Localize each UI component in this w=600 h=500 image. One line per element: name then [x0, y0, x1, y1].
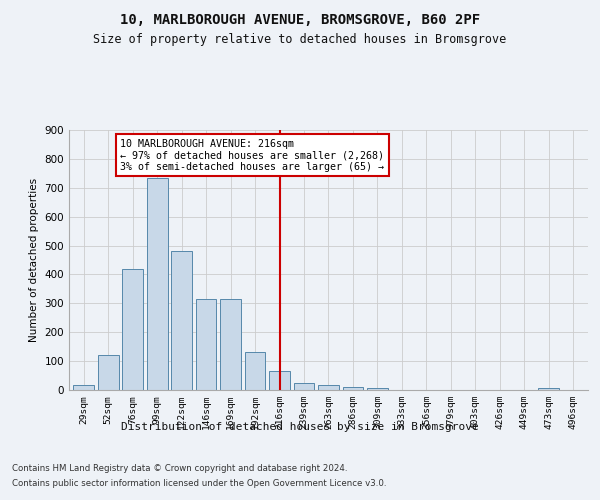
Bar	[196, 299, 217, 390]
Text: 10, MARLBOROUGH AVENUE, BROMSGROVE, B60 2PF: 10, MARLBOROUGH AVENUE, BROMSGROVE, B60 …	[120, 12, 480, 26]
Bar	[73, 385, 94, 390]
Bar	[538, 388, 559, 390]
Text: Contains public sector information licensed under the Open Government Licence v3: Contains public sector information licen…	[12, 479, 386, 488]
Bar	[171, 252, 192, 390]
Text: 10 MARLBOROUGH AVENUE: 216sqm
← 97% of detached houses are smaller (2,268)
3% of: 10 MARLBOROUGH AVENUE: 216sqm ← 97% of d…	[121, 138, 385, 172]
Bar	[293, 383, 314, 390]
Text: Size of property relative to detached houses in Bromsgrove: Size of property relative to detached ho…	[94, 32, 506, 46]
Bar	[269, 371, 290, 390]
Bar	[98, 355, 119, 390]
Text: Distribution of detached houses by size in Bromsgrove: Distribution of detached houses by size …	[121, 422, 479, 432]
Bar	[343, 386, 364, 390]
Bar	[367, 388, 388, 390]
Bar	[220, 299, 241, 390]
Text: Contains HM Land Registry data © Crown copyright and database right 2024.: Contains HM Land Registry data © Crown c…	[12, 464, 347, 473]
Bar	[147, 178, 167, 390]
Bar	[245, 352, 265, 390]
Y-axis label: Number of detached properties: Number of detached properties	[29, 178, 39, 342]
Bar	[122, 268, 143, 390]
Bar	[318, 385, 339, 390]
